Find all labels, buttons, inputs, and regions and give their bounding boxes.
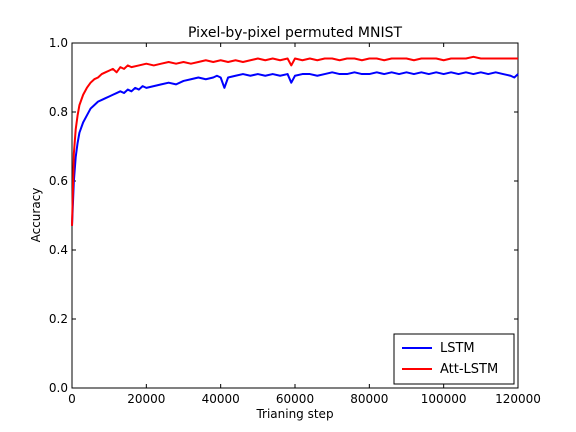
legend-label-att-lstm: Att-LSTM — [440, 362, 498, 377]
x-tick-label: 120000 — [495, 392, 541, 406]
x-tick-label: 0 — [68, 392, 76, 406]
y-axis-title: Accuracy — [29, 188, 43, 243]
y-axis-ticks: 0.0 0.2 0.4 0.6 0.8 1.0 — [49, 36, 518, 395]
y-tick-label: 0.2 — [49, 312, 68, 326]
y-tick-label: 1.0 — [49, 36, 68, 50]
y-tick-label: 0.6 — [49, 174, 68, 188]
y-tick-label: 0.8 — [49, 105, 68, 119]
legend: LSTM Att-LSTM — [393, 333, 515, 385]
x-tick-label: 40000 — [202, 392, 240, 406]
x-tick-label: 60000 — [276, 392, 314, 406]
x-axis-title: Trianing step — [255, 407, 333, 421]
series-line-att-lstm — [71, 55, 518, 226]
x-tick-label: 80000 — [350, 392, 388, 406]
x-tick-label: 100000 — [421, 392, 467, 406]
y-tick-label: 0.0 — [49, 381, 68, 395]
legend-box — [393, 333, 515, 385]
y-tick-label: 0.4 — [49, 243, 68, 257]
series-layer — [71, 55, 519, 226]
x-axis-ticks: 0 20000 40000 60000 80000 100000 120000 — [68, 43, 541, 406]
x-tick-label: 20000 — [127, 392, 165, 406]
chart-title: Pixel-by-pixel permuted MNIST — [188, 25, 403, 41]
series-line-lstm — [71, 71, 519, 226]
legend-label-lstm: LSTM — [440, 341, 475, 356]
